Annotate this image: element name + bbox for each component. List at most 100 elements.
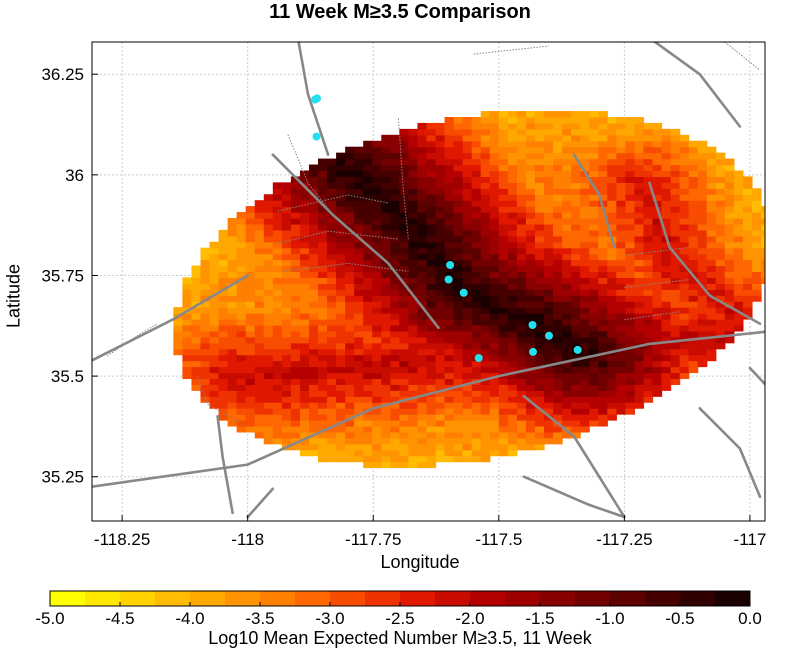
- heatmap-cell: [236, 319, 247, 326]
- heatmap-cell: [607, 200, 617, 207]
- heatmap-cell: [480, 223, 491, 231]
- heatmap-cell: [381, 360, 391, 368]
- heatmap-cell: [363, 378, 373, 385]
- heatmap-cell: [480, 408, 491, 415]
- heatmap-cell: [742, 229, 753, 237]
- heatmap-cell: [435, 176, 446, 183]
- heatmap-cell: [399, 212, 410, 219]
- heatmap-cell: [489, 372, 500, 380]
- heatmap-cell: [245, 360, 256, 368]
- earthquake-point: [446, 261, 455, 269]
- heatmap-cell: [760, 206, 765, 213]
- heatmap-cell: [354, 455, 364, 463]
- heatmap-cell: [218, 277, 229, 284]
- heatmap-cell: [453, 342, 464, 350]
- heatmap-cell: [218, 378, 229, 385]
- heatmap-cell: [688, 307, 699, 314]
- heatmap-cell: [562, 307, 572, 314]
- heatmap-cell: [679, 313, 690, 320]
- heatmap-cell: [598, 289, 608, 296]
- heatmap-cell: [263, 283, 274, 290]
- fault-trace: [92, 274, 249, 362]
- heatmap-cell: [336, 247, 346, 255]
- heatmap-cell: [381, 414, 391, 421]
- heatmap-cell: [426, 396, 437, 403]
- heatmap-cell: [399, 164, 410, 172]
- heatmap-cell: [625, 372, 636, 380]
- heatmap-cell: [372, 390, 382, 397]
- heatmap-cell: [363, 348, 373, 356]
- heatmap-cell: [435, 253, 446, 261]
- heatmap-cell: [616, 360, 626, 368]
- heatmap-cell: [516, 354, 527, 362]
- heatmap-cell: [634, 289, 645, 296]
- heatmap-cell: [462, 122, 473, 130]
- heatmap-cell: [462, 324, 473, 332]
- heatmap-cell: [571, 330, 581, 338]
- heatmap-cell: [272, 420, 283, 427]
- heatmap-cell: [462, 158, 473, 166]
- heatmap-cell: [534, 182, 545, 189]
- heatmap-cell: [625, 241, 636, 249]
- heatmap-cell: [381, 247, 391, 255]
- heatmap-cell: [390, 235, 400, 243]
- heatmap-cell: [272, 437, 283, 445]
- heatmap-cell: [327, 431, 337, 439]
- heatmap-cell: [417, 146, 428, 154]
- heatmap-cell: [399, 431, 410, 439]
- heatmap-cell: [218, 313, 229, 320]
- heatmap-cell: [327, 271, 337, 279]
- heatmap-cell: [399, 443, 410, 451]
- heatmap-cell: [245, 348, 256, 356]
- heatmap-cell: [290, 218, 301, 225]
- heatmap-cell: [372, 366, 382, 374]
- heatmap-cell: [281, 378, 292, 385]
- heatmap-cell: [516, 366, 527, 374]
- heatmap-cell: [345, 366, 355, 374]
- heatmap-cell: [390, 182, 400, 189]
- minor-fault-trace: [397, 118, 409, 240]
- heatmap-cell: [589, 289, 599, 296]
- heatmap-cell: [173, 348, 183, 356]
- heatmap-cell: [318, 402, 328, 409]
- heatmap-cell: [318, 425, 328, 433]
- heatmap-cell: [254, 366, 265, 374]
- heatmap-cell: [544, 218, 554, 225]
- heatmap-cell: [643, 378, 654, 385]
- heatmap-cell: [544, 253, 554, 261]
- heatmap-cell: [643, 164, 654, 172]
- heatmap-cell: [218, 330, 229, 338]
- heatmap-cell: [254, 247, 265, 255]
- heatmap-cell: [345, 206, 355, 213]
- heatmap-cell: [652, 301, 663, 308]
- heatmap-cell: [553, 182, 563, 189]
- heatmap-cell: [299, 336, 310, 344]
- heatmap-cell: [471, 384, 482, 391]
- heatmap-cell: [688, 229, 699, 237]
- heatmap-cell: [327, 194, 337, 201]
- heatmap-cell: [480, 218, 491, 225]
- heatmap-cell: [308, 218, 319, 225]
- heatmap-cell: [634, 241, 645, 249]
- heatmap-cell: [643, 271, 654, 279]
- heatmap-cell: [444, 378, 455, 385]
- heatmap-cell: [354, 146, 364, 154]
- heatmap-cell: [426, 253, 437, 261]
- heatmap-cell: [598, 176, 608, 183]
- heatmap-cell: [715, 200, 726, 207]
- heatmap-cell: [327, 170, 337, 178]
- heatmap-cell: [327, 229, 337, 237]
- heatmap-cell: [218, 366, 229, 374]
- heatmap-cell: [263, 378, 274, 385]
- heatmap-cell: [724, 289, 735, 296]
- heatmap-cell: [571, 301, 581, 308]
- heatmap-cell: [634, 188, 645, 195]
- heatmap-cell: [724, 319, 735, 326]
- heatmap-cell: [589, 420, 599, 427]
- heatmap-cell: [498, 134, 509, 142]
- heatmap-cell: [444, 324, 455, 332]
- heatmap-cell: [607, 372, 617, 380]
- heatmap-cell: [191, 342, 202, 350]
- heatmap-cell: [571, 235, 581, 243]
- heatmap-cell: [245, 307, 256, 314]
